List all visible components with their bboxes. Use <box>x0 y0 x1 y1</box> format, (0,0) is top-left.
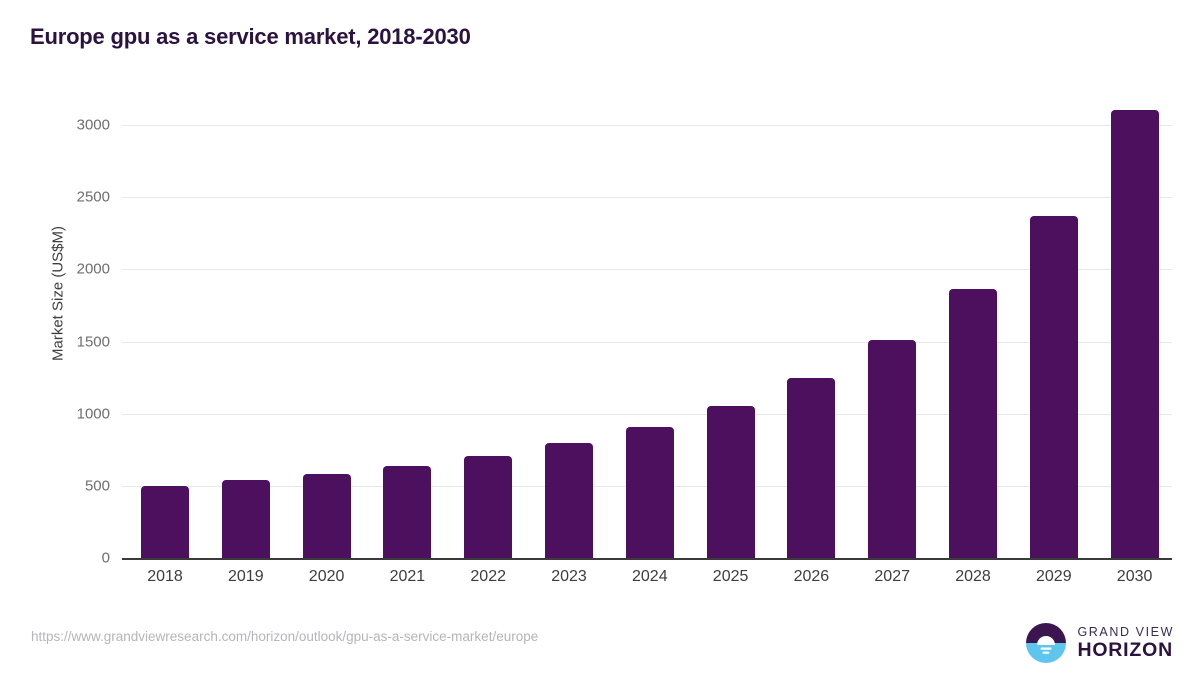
y-tick-label: 3000 <box>76 116 110 134</box>
bar[interactable] <box>141 485 189 558</box>
bar[interactable] <box>221 479 270 558</box>
x-tick-label: 2027 <box>874 568 910 585</box>
logo-line-one: GRAND VIEW <box>1077 624 1174 639</box>
bar[interactable] <box>545 442 593 558</box>
source-url[interactable]: https://www.grandviewresearch.com/horizo… <box>31 629 539 644</box>
bar[interactable] <box>302 473 351 558</box>
bar[interactable] <box>949 288 997 558</box>
x-tick-label: 2026 <box>793 568 830 585</box>
x-axis-line <box>122 558 1172 560</box>
y-tick-label: 1000 <box>76 405 110 423</box>
x-tick-label: 2019 <box>228 568 264 585</box>
x-tick-label: 2028 <box>955 568 991 585</box>
gridline <box>122 269 1172 271</box>
bar[interactable] <box>464 455 513 558</box>
bar[interactable] <box>1110 109 1159 558</box>
gridline <box>122 125 1172 126</box>
y-tick-label: 2000 <box>76 260 110 278</box>
gridline <box>122 341 1172 343</box>
horizon-sunrise-icon <box>1026 623 1067 663</box>
x-tick-label: 2021 <box>389 568 426 585</box>
grand-view-horizon-logo[interactable]: GRAND VIEW HORIZON <box>1024 620 1174 666</box>
logo-wordmark: GRAND VIEW HORIZON <box>1077 624 1174 661</box>
logo-line-two: HORIZON <box>1077 639 1173 661</box>
gridline <box>122 197 1172 199</box>
y-tick-label: 2500 <box>76 188 110 206</box>
bar[interactable] <box>787 377 836 558</box>
x-tick-label: 2025 <box>712 568 749 585</box>
x-tick-label: 2020 <box>308 568 345 585</box>
x-tick-label: 2018 <box>147 568 183 585</box>
bar[interactable] <box>625 426 674 558</box>
y-axis-tick-labels: 0 500 1000 1500 2000 2500 3000 <box>38 0 110 675</box>
x-tick-label: 2023 <box>551 568 587 585</box>
bar[interactable] <box>1029 215 1078 558</box>
bar[interactable] <box>868 340 917 558</box>
gridline <box>122 413 1172 415</box>
x-tick-label: 2029 <box>1036 568 1072 585</box>
y-tick-label: 0 <box>101 549 110 567</box>
x-tick-label: 2022 <box>470 568 506 585</box>
page-title: Europe gpu as a service market, 2018-203… <box>30 24 471 49</box>
x-tick-label: 2030 <box>1116 568 1153 585</box>
y-tick-label: 500 <box>84 477 110 495</box>
bar[interactable] <box>383 465 432 558</box>
bar[interactable] <box>706 406 755 558</box>
y-tick-label: 1500 <box>76 333 110 350</box>
x-tick-label: 2024 <box>632 568 668 585</box>
